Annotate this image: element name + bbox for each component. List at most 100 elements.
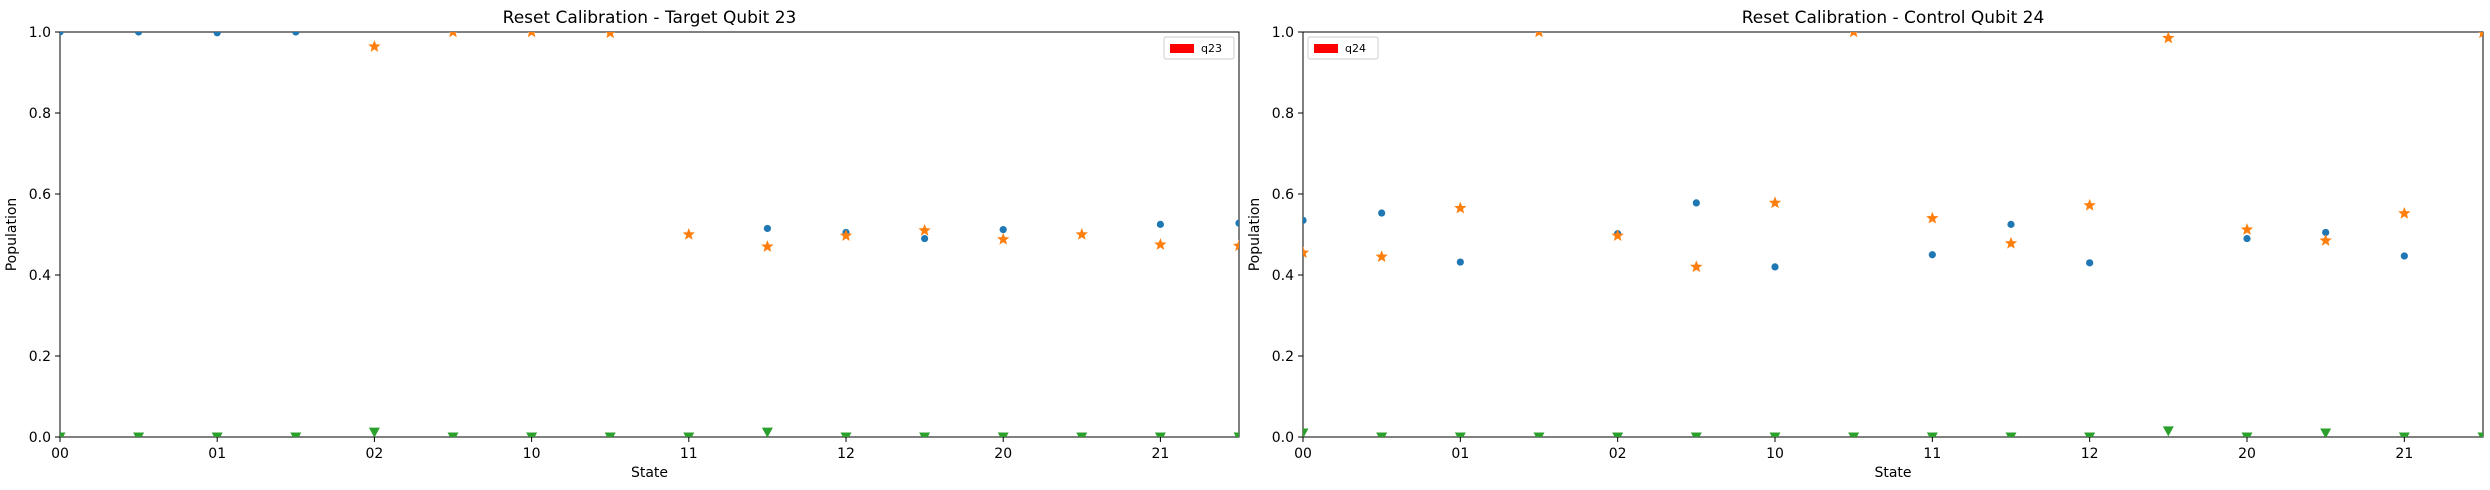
data-point-star bbox=[1611, 229, 1624, 241]
data-point-triangle bbox=[211, 432, 223, 437]
x-tick-label: 21 bbox=[2395, 446, 2413, 462]
data-point-triangle bbox=[1454, 432, 1466, 437]
data-point-circle bbox=[2086, 259, 2094, 267]
x-tick-label: 01 bbox=[1451, 446, 1469, 462]
y-tick-label: 0.8 bbox=[29, 106, 51, 122]
y-axis-label: Population bbox=[1247, 198, 1263, 272]
x-tick-label: 00 bbox=[1294, 446, 1312, 462]
data-point-star bbox=[2398, 206, 2411, 219]
x-tick-label: 12 bbox=[837, 446, 855, 462]
y-tick-label: 0.4 bbox=[29, 268, 51, 284]
y-tick-label: 0.0 bbox=[29, 430, 51, 446]
data-point-star bbox=[1303, 246, 1310, 258]
data-point-star bbox=[2004, 236, 2018, 249]
data-point-triangle bbox=[2162, 426, 2174, 437]
data-point-triangle bbox=[1926, 432, 1938, 437]
data-point-triangle bbox=[1303, 428, 1309, 437]
data-point-star bbox=[997, 232, 1010, 245]
y-tick-label: 0.6 bbox=[1272, 187, 1294, 203]
target-qubit-panel: Reset Calibration - Target Qubit 23 Stat… bbox=[4, 8, 1240, 481]
x-tick-label: 20 bbox=[2238, 446, 2256, 462]
data-point-circle bbox=[1771, 263, 1779, 271]
data-point-star bbox=[1075, 228, 1088, 240]
data-point-star bbox=[2319, 234, 2332, 246]
data-point-star bbox=[2478, 32, 2483, 39]
y-tick-label: 0.6 bbox=[29, 187, 51, 203]
data-point-star bbox=[1154, 238, 1167, 250]
data-point-triangle bbox=[1076, 432, 1088, 437]
x-tick-label: 00 bbox=[51, 446, 69, 462]
legend-swatch bbox=[1314, 44, 1338, 53]
chart-title: Reset Calibration - Control Qubit 24 bbox=[1742, 8, 2045, 28]
x-tick-label: 21 bbox=[1151, 446, 1169, 462]
data-point-star bbox=[761, 240, 774, 252]
data-point-triangle bbox=[840, 432, 852, 437]
x-tick-label: 12 bbox=[2081, 446, 2099, 462]
data-point-triangle bbox=[919, 432, 931, 437]
chart-title: Reset Calibration - Target Qubit 23 bbox=[503, 8, 797, 28]
data-point-star bbox=[1454, 201, 1467, 214]
data-point-circle bbox=[135, 32, 143, 36]
data-point-triangle bbox=[1612, 432, 1624, 437]
data-point-triangle bbox=[1154, 432, 1166, 437]
data-point-triangle bbox=[368, 427, 380, 437]
data-point-circle bbox=[1692, 199, 1700, 207]
plot-frame bbox=[1302, 31, 2484, 438]
data-point-triangle bbox=[683, 432, 695, 437]
x-tick-label: 11 bbox=[1923, 446, 1941, 462]
data-point-star bbox=[368, 40, 381, 52]
data-point-triangle bbox=[761, 427, 773, 437]
y-tick-label: 0.8 bbox=[1272, 106, 1294, 122]
data-point-triangle bbox=[2477, 432, 2483, 437]
data-point-circle bbox=[1303, 216, 1307, 224]
plot-frame bbox=[59, 31, 1240, 438]
legend-swatch bbox=[1170, 44, 1194, 53]
data-point-circle bbox=[2007, 220, 2015, 228]
data-point-circle bbox=[292, 32, 300, 36]
data-point-star bbox=[2240, 223, 2254, 235]
data-point-triangle bbox=[1690, 432, 1702, 437]
y-tick-label: 0.2 bbox=[1272, 349, 1294, 365]
data-point-triangle bbox=[526, 432, 538, 437]
data-point-triangle bbox=[2084, 432, 2096, 437]
data-point-star bbox=[682, 228, 695, 240]
x-tick-label: 01 bbox=[208, 446, 226, 462]
data-point-star bbox=[2162, 32, 2175, 44]
data-point-star bbox=[1690, 260, 1703, 273]
data-point-star bbox=[1375, 250, 1388, 263]
data-point-circle bbox=[1928, 251, 1936, 259]
legend-box bbox=[1307, 36, 1379, 60]
data-point-triangle bbox=[1533, 432, 1545, 437]
x-tick-label: 10 bbox=[523, 446, 541, 462]
data-point-triangle bbox=[2398, 432, 2410, 437]
data-point-triangle bbox=[2320, 428, 2332, 437]
data-point-circle bbox=[999, 226, 1007, 234]
data-point-star bbox=[918, 223, 931, 236]
x-tick-label: 10 bbox=[1766, 446, 1784, 462]
legend-label: q23 bbox=[1201, 42, 1222, 55]
data-point-star bbox=[839, 229, 853, 241]
y-tick-label: 0.4 bbox=[1272, 268, 1294, 284]
data-point-circle bbox=[1378, 209, 1386, 217]
data-point-star bbox=[2083, 198, 2096, 211]
data-point-triangle bbox=[1376, 432, 1388, 437]
data-point-star bbox=[1926, 211, 1939, 224]
data-point-triangle bbox=[133, 432, 145, 437]
legend-label: q24 bbox=[1345, 42, 1366, 55]
data-point-triangle bbox=[2241, 432, 2253, 437]
x-tick-label: 02 bbox=[1609, 446, 1627, 462]
data-point-star bbox=[1768, 196, 1782, 209]
x-axis-label: State bbox=[1874, 465, 1911, 481]
x-tick-label: 20 bbox=[994, 446, 1012, 462]
x-tick-label: 02 bbox=[365, 446, 383, 462]
x-tick-label: 11 bbox=[680, 446, 698, 462]
y-tick-label: 0.2 bbox=[29, 349, 51, 365]
data-point-triangle bbox=[2005, 432, 2017, 437]
y-axis-label: Population bbox=[4, 198, 20, 272]
data-point-triangle bbox=[997, 432, 1009, 437]
data-point-circle bbox=[2243, 234, 2251, 243]
data-point-circle bbox=[213, 32, 221, 37]
data-point-triangle bbox=[447, 432, 459, 437]
data-point-triangle bbox=[1769, 432, 1781, 437]
